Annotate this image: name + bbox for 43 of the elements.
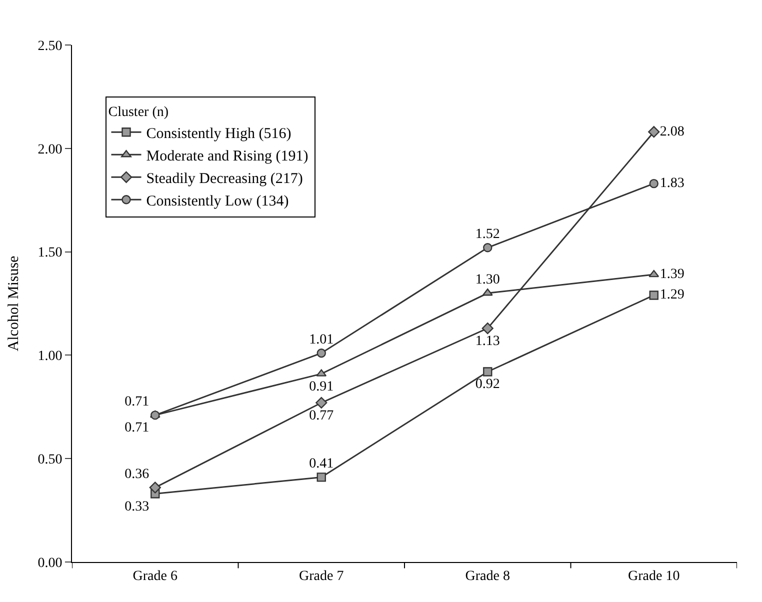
point [149, 482, 161, 494]
x-tick-label: Grade 6 [132, 568, 178, 584]
point [316, 472, 326, 482]
data-label: 1.39 [660, 267, 684, 282]
point [649, 290, 658, 300]
legend-label: Moderate and Rising (191) [146, 148, 308, 164]
data-label: 1.30 [475, 272, 500, 288]
point [648, 270, 660, 278]
data-label: 0.33 [124, 499, 150, 514]
data-label: 0.36 [124, 467, 150, 482]
y-tick-label: 1.50 [38, 246, 62, 261]
y-tick-label: 0.50 [38, 452, 62, 468]
data-label: 0.71 [124, 394, 150, 410]
legend-label: Steadily Decreasing (217) [146, 171, 303, 187]
point [483, 367, 492, 376]
data-label: 1.83 [660, 176, 684, 192]
data-label: 2.08 [660, 124, 684, 140]
data-label: 1.13 [475, 334, 500, 349]
legend-title: Cluster (n) [108, 104, 169, 120]
data-label: 0.91 [309, 379, 334, 394]
x-tick-label: Grade 10 [628, 568, 680, 584]
y-axis-title: Alcohol Misuse [6, 255, 22, 352]
legend-label: Consistently High (516) [146, 126, 292, 142]
x-tick-label: Grade 7 [299, 568, 344, 584]
point [648, 126, 660, 138]
y-tick-label: 1.00 [38, 349, 62, 364]
data-label: 0.77 [309, 408, 334, 424]
y-tick-label: 0.00 [38, 556, 62, 571]
data-label: 0.92 [475, 377, 500, 392]
data-label: 0.41 [309, 456, 334, 472]
point [482, 322, 494, 334]
y-tick-label: 2.50 [38, 38, 62, 54]
point [483, 243, 492, 252]
data-label: 1.29 [660, 288, 684, 303]
x-tick-label: Grade 8 [465, 568, 510, 584]
point [316, 348, 326, 358]
point [649, 178, 658, 188]
point [316, 396, 328, 409]
data-label: 1.52 [475, 227, 500, 242]
legend-label: Consistently Low (134) [146, 194, 289, 210]
y-tick-label: 2.00 [38, 142, 62, 158]
data-label: 0.71 [124, 420, 150, 436]
data-label: 1.01 [309, 332, 334, 348]
